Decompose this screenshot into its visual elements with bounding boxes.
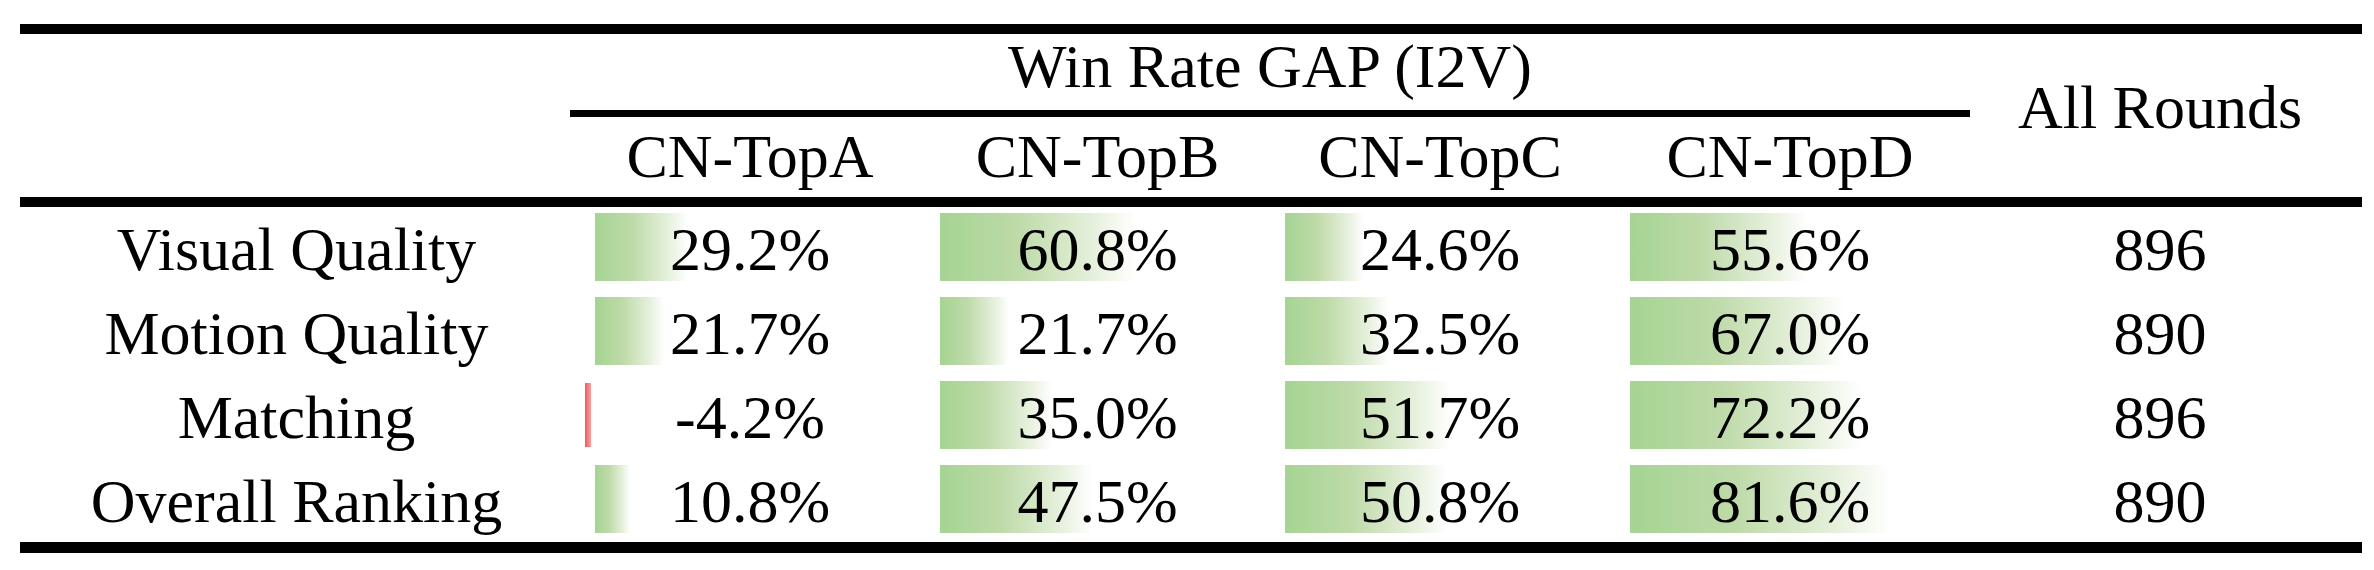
cell-value: 50.8% xyxy=(1285,459,1595,543)
cell-value: 29.2% xyxy=(595,207,905,291)
cell-value: 21.7% xyxy=(595,291,905,375)
cell-value: 47.5% xyxy=(940,459,1255,543)
cmidrule-under-title xyxy=(570,110,1970,117)
table-row-matching: Matching -4.2% 35.0% 51.7% 72.2% 896 xyxy=(0,375,2374,459)
header-divider-rule xyxy=(20,197,2362,207)
cell-value: 72.2% xyxy=(1630,375,1950,459)
column-header-all-rounds: All Rounds xyxy=(1990,34,2330,180)
value-cell: 55.6% xyxy=(1630,207,1950,291)
value-cell: 24.6% xyxy=(1285,207,1595,291)
bottom-rule xyxy=(20,542,2362,553)
row-label: Motion Quality xyxy=(23,291,570,375)
value-cell: -4.2% xyxy=(595,375,905,459)
table-row-overall-ranking: Overall Ranking 10.8% 47.5% 50.8% 81.6% … xyxy=(0,459,2374,543)
all-rounds-cell: 890 xyxy=(2000,291,2320,375)
cell-value: 51.7% xyxy=(1285,375,1595,459)
data-bar xyxy=(585,383,591,447)
results-table: Win Rate GAP (I2V) All Rounds CN-TopA CN… xyxy=(0,0,2374,570)
table-row-motion-quality: Motion Quality 21.7% 21.7% 32.5% 67.0% 8… xyxy=(0,291,2374,375)
value-cell: 35.0% xyxy=(940,375,1255,459)
cell-value: 55.6% xyxy=(1630,207,1950,291)
table-row-visual-quality: Visual Quality 29.2% 60.8% 24.6% 55.6% 8… xyxy=(0,207,2374,291)
all-rounds-value: 896 xyxy=(2000,207,2320,291)
value-cell: 21.7% xyxy=(940,291,1255,375)
value-cell: 29.2% xyxy=(595,207,905,291)
column-header-cn-topc: CN-TopC xyxy=(1285,118,1595,194)
value-cell: 50.8% xyxy=(1285,459,1595,543)
value-cell: 51.7% xyxy=(1285,375,1595,459)
cell-value: 10.8% xyxy=(595,459,905,543)
cell-value: 32.5% xyxy=(1285,291,1595,375)
row-label: Visual Quality xyxy=(23,207,570,291)
cell-value: -4.2% xyxy=(595,375,905,459)
all-rounds-cell: 896 xyxy=(2000,207,2320,291)
value-cell: 10.8% xyxy=(595,459,905,543)
table-title: Win Rate GAP (I2V) xyxy=(570,26,1970,106)
cell-value: 67.0% xyxy=(1630,291,1950,375)
all-rounds-value: 890 xyxy=(2000,459,2320,543)
all-rounds-value: 896 xyxy=(2000,375,2320,459)
cell-value: 81.6% xyxy=(1630,459,1950,543)
row-label: Matching xyxy=(23,375,570,459)
row-label: Overall Ranking xyxy=(23,459,570,543)
value-cell: 21.7% xyxy=(595,291,905,375)
column-header-cn-topd: CN-TopD xyxy=(1630,118,1950,194)
value-cell: 47.5% xyxy=(940,459,1255,543)
value-cell: 81.6% xyxy=(1630,459,1950,543)
all-rounds-cell: 890 xyxy=(2000,459,2320,543)
cell-value: 60.8% xyxy=(940,207,1255,291)
value-cell: 60.8% xyxy=(940,207,1255,291)
cell-value: 21.7% xyxy=(940,291,1255,375)
column-header-cn-topa: CN-TopA xyxy=(595,118,905,194)
column-header-cn-topb: CN-TopB xyxy=(940,118,1255,194)
cell-value: 35.0% xyxy=(940,375,1255,459)
value-cell: 67.0% xyxy=(1630,291,1950,375)
all-rounds-value: 890 xyxy=(2000,291,2320,375)
value-cell: 72.2% xyxy=(1630,375,1950,459)
value-cell: 32.5% xyxy=(1285,291,1595,375)
cell-value: 24.6% xyxy=(1285,207,1595,291)
all-rounds-cell: 896 xyxy=(2000,375,2320,459)
